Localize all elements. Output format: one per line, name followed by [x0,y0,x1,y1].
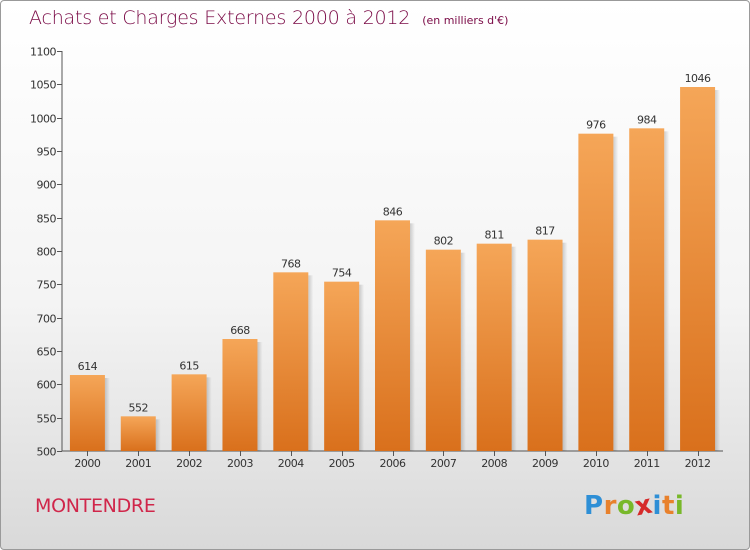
bars [69,87,721,452]
bar-shadow [715,90,721,451]
y-tick-label: 1050 [30,79,56,92]
bar-value-label: 984 [637,113,657,126]
y-tick-label: 900 [37,179,57,192]
place-name: MONTENDRE [35,495,156,517]
bar-labels: 614 552 615 668 768 754 846 802 811 817 976 984 1046 [78,72,712,414]
y-tick-label: 650 [37,346,57,359]
bar [222,339,258,451]
bar [324,281,360,451]
bar [120,416,156,451]
y-tick-label: 700 [37,313,57,326]
y-tick-label: 800 [37,246,57,259]
bar-shadow [511,246,517,451]
chart-title: Achats et Charges Externes 2000 à 2012 [29,7,411,29]
bar [375,220,410,451]
chart-title-block: Achats et Charges Externes 2000 à 2012 (e… [29,7,508,29]
logo-letter: o [616,491,636,521]
bar-shadow [155,419,161,451]
x-tick-label: 2010 [583,457,609,470]
y-tick-label: 750 [37,279,57,292]
x-tick-label: 2002 [176,457,202,470]
x-tick-label: 2001 [125,457,151,470]
bar-value-label: 754 [332,267,352,280]
bar [578,133,614,451]
bar [69,375,105,451]
logo-letter: i [652,491,662,521]
y-tick-label: 500 [37,446,57,459]
bar [476,243,512,451]
x-tick-label: 2011 [634,457,660,470]
x-tick-label: 2003 [227,457,253,470]
x-tick-label: 2009 [532,457,558,470]
bar-shadow [308,275,314,451]
x-tick-label: 2008 [481,457,507,470]
bar-shadow [613,136,619,451]
bar-shadow [460,252,466,451]
bar [680,87,716,451]
bar-value-label: 768 [281,257,301,270]
logo-letter: t [661,491,675,521]
logo-letter: P [584,491,604,521]
x-tick-label: 2006 [380,457,406,470]
x-tick-label: 2005 [329,457,355,470]
bar-shadow [410,223,415,451]
bar [527,239,563,451]
bar-value-label: 614 [78,360,98,373]
x-tick-label: 2007 [430,457,456,470]
bar-value-label: 552 [129,401,149,414]
y-tick-label: 1100 [30,46,56,59]
bar-shadow [206,377,212,451]
x-tick-label: 2004 [278,457,304,470]
bar-shadow [562,242,568,451]
bar-shadow [664,131,670,452]
bar-value-label: 802 [434,235,454,248]
bar-shadow [257,342,263,451]
bar-value-label: 846 [383,205,403,218]
x-tick-label: 2000 [74,457,100,470]
bar-value-label: 976 [586,119,606,132]
y-tick-label: 850 [37,213,57,226]
proxiti-logo: Proxiti [584,490,685,523]
bar-value-label: 615 [179,359,199,372]
y-tick-label: 600 [37,379,57,392]
bar-shadow [104,378,110,451]
y-tick-label: 1000 [30,113,56,126]
y-tick-label: 550 [37,413,57,426]
chart-unit: (en milliers d'€) [422,14,509,27]
logo-letter: i [674,491,685,521]
bar [273,272,309,451]
x-tick-label: 2012 [685,457,711,470]
bar-value-label: 668 [230,324,250,337]
bar [629,128,665,451]
bar [171,374,207,451]
logo-letter: r [603,491,617,521]
bar [425,249,461,451]
bar-value-label: 817 [535,225,555,238]
y-tick-label: 950 [37,146,57,159]
bar-value-label: 811 [484,229,504,242]
bar-value-label: 1046 [685,72,711,85]
bar-shadow [359,284,365,451]
